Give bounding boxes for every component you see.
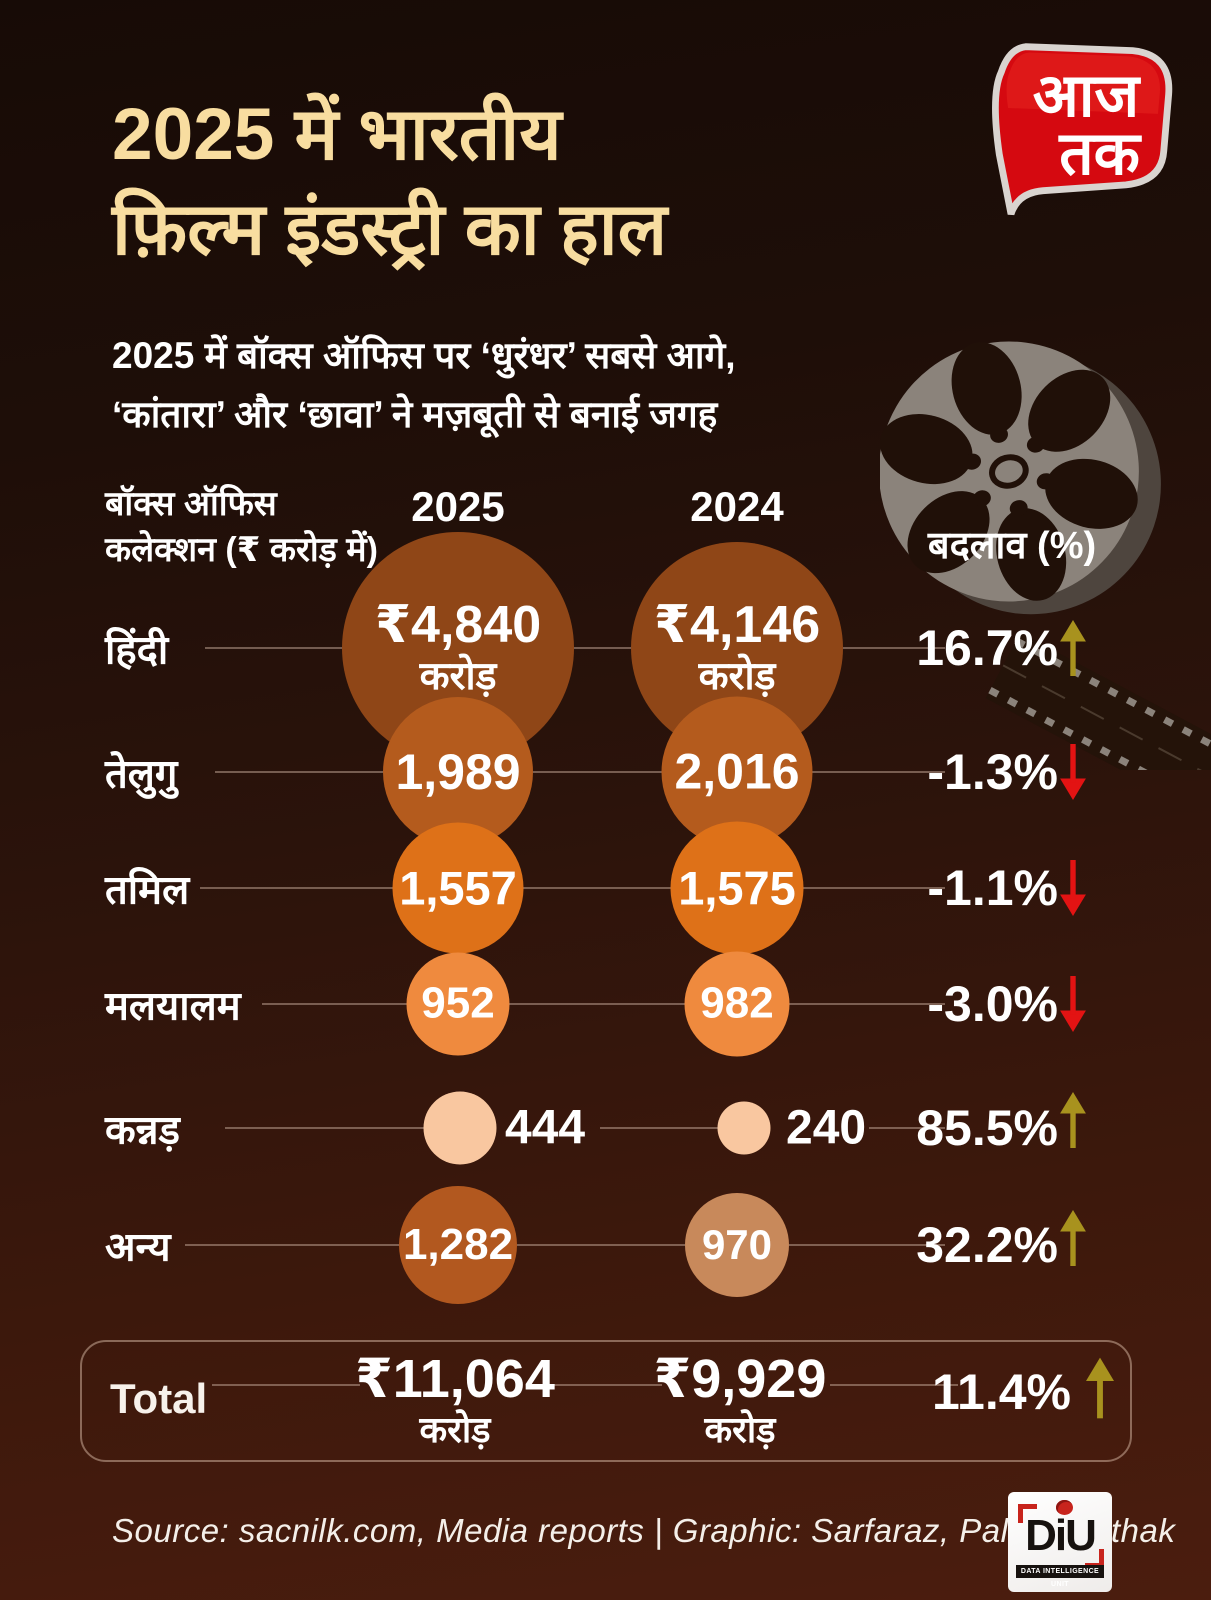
row-connector: [789, 1244, 945, 1246]
collection-caption-line-1: बॉक्स ऑफिस: [105, 485, 277, 523]
up-arrow-icon: [1060, 1210, 1086, 1266]
total-unit-2025: करोड़: [419, 1409, 491, 1450]
row-label-tamil: तमिल: [105, 868, 190, 913]
bubble-others-2025: 1,282: [399, 1186, 517, 1304]
down-arrow-icon: [1060, 744, 1086, 800]
value-hindi-2024: ₹4,146: [653, 596, 821, 655]
total-unit-2024: करोड़: [704, 1409, 776, 1450]
row-connector: [533, 771, 662, 773]
row-connector: [215, 771, 383, 773]
value-hindi-2025: ₹4,840: [374, 596, 542, 655]
total-connector: [548, 1384, 662, 1386]
value-others-2024: 970: [701, 1220, 773, 1268]
row-label-others: अन्य: [105, 1225, 171, 1270]
total-connector: [830, 1384, 958, 1386]
row-connector: [225, 1127, 424, 1129]
total-2024: ₹9,929 करोड़: [654, 1352, 827, 1448]
total-connector: [212, 1384, 360, 1386]
total-label: Total: [110, 1375, 208, 1422]
row-connector: [803, 887, 945, 889]
change-telugu: -1.3%: [927, 744, 1058, 800]
row-connector: [200, 887, 393, 889]
film-reel: [880, 341, 1161, 615]
unit-hindi-2024: करोड़: [698, 654, 776, 698]
subtitle-line-1: 2025 में बॉक्स ऑफिस पर ‘धुरंधर’ सबसे आगे…: [112, 335, 736, 376]
value-kannada-2024: 240: [786, 1101, 867, 1155]
bubble-tamil-2025: 1,557: [392, 822, 524, 954]
film-reel-illustration: [880, 341, 1211, 770]
value-kannada-2025: 444: [505, 1101, 586, 1155]
value-malayalam-2024: 982: [700, 978, 774, 1028]
unit-hindi-2025: करोड़: [419, 654, 497, 698]
change-kannada: 85.5%: [916, 1100, 1058, 1156]
bubble-kannada-2025: [423, 1091, 497, 1165]
value-tamil-2024: 1,575: [678, 861, 796, 915]
change-tamil: -1.1%: [927, 860, 1058, 916]
total-value-2024: ₹9,929: [653, 1349, 827, 1409]
diu-bracket-icon: [1018, 1504, 1037, 1523]
film-strip: [985, 632, 1211, 770]
value-telugu-2025: 1,989: [395, 743, 521, 800]
row-connector: [600, 1127, 718, 1129]
change-total: 11.4%: [931, 1364, 1071, 1420]
total-2025: ₹11,064 करोड़: [355, 1352, 555, 1448]
value-telugu-2024: 2,016: [674, 743, 800, 800]
source-credit: Source: sacnilk.com, Media reports | Gra…: [112, 1512, 1176, 1549]
row-connector: [205, 647, 342, 649]
row-label-hindi: हिंदी: [105, 628, 169, 673]
collection-caption: बॉक्स ऑफिस कलेक्शन (₹ करोड़ में): [105, 482, 378, 574]
row-connector: [574, 647, 631, 649]
aajtak-logo-badge: आज तक: [992, 43, 1173, 216]
bubble-malayalam-2024: 982: [684, 951, 790, 1057]
aajtak-text-bottom: तक: [1058, 119, 1142, 187]
row-connector: [843, 647, 945, 649]
down-arrow-icon: [1060, 860, 1086, 916]
row-connector: [262, 1003, 407, 1005]
page-title: 2025 में भारतीय फ़िल्म इंडस्ट्री का हाल: [112, 88, 667, 278]
row-label-kannada: कन्नड़: [105, 1108, 180, 1153]
column-header-2024: 2024: [690, 483, 784, 530]
subtitle-line-2: ‘कांतारा’ और ‘छावा’ ने मज़बूती से बनाई ज…: [112, 394, 718, 436]
value-others-2025: 1,282: [402, 1219, 514, 1269]
total-box: [80, 1340, 1132, 1462]
bubble-malayalam-2025: 952: [406, 952, 510, 1056]
diu-logo: DiU DATA INTELLIGENCE UNIT: [1008, 1492, 1112, 1592]
bubble-kannada-2024: [717, 1101, 771, 1155]
diu-tagline: DATA INTELLIGENCE UNIT: [1016, 1565, 1104, 1588]
column-header-change: बदलाव (%): [927, 525, 1097, 567]
total-value-2025: ₹11,064: [355, 1349, 555, 1409]
row-connector: [185, 1244, 399, 1246]
title-line-2: फ़िल्म इंडस्ट्री का हाल: [112, 188, 668, 270]
diu-brain-dot-icon: [1056, 1500, 1073, 1515]
row-connector: [517, 1244, 685, 1246]
down-arrow-icon: [1060, 976, 1086, 1032]
row-connector: [523, 887, 671, 889]
row-label-telugu: तेलुगु: [105, 752, 178, 797]
value-malayalam-2025: 952: [421, 978, 495, 1028]
change-others: 32.2%: [916, 1217, 1058, 1273]
change-malayalam: -3.0%: [927, 976, 1058, 1032]
up-arrow-icon: [1060, 1092, 1086, 1148]
up-arrow-icon: [1060, 620, 1086, 676]
aajtak-text-top: आज: [1033, 61, 1142, 129]
bubble-tamil-2024: 1,575: [670, 821, 804, 955]
aajtak-logo: आज तक: [978, 36, 1190, 216]
row-connector: [509, 1003, 685, 1005]
diu-name: DiU: [1025, 1511, 1097, 1560]
row-label-malayalam: मलयालम: [105, 984, 241, 1029]
up-arrow-icon: [1086, 1357, 1114, 1419]
row-connector: [789, 1003, 945, 1005]
row-connector: [812, 771, 945, 773]
bubble-others-2024: 970: [685, 1193, 789, 1297]
bubble-telugu-2025: 1,989: [383, 697, 533, 847]
column-header-2025: 2025: [411, 483, 505, 530]
change-hindi: 16.7%: [916, 620, 1058, 676]
value-tamil-2025: 1,557: [399, 861, 517, 915]
collection-caption-line-2: कलेक्शन (₹ करोड़ में): [105, 530, 378, 569]
row-connector: [869, 1127, 945, 1129]
page-subtitle: 2025 में बॉक्स ऑफिस पर ‘धुरंधर’ सबसे आगे…: [112, 326, 736, 444]
title-line-1: 2025 में भारतीय: [112, 94, 562, 175]
